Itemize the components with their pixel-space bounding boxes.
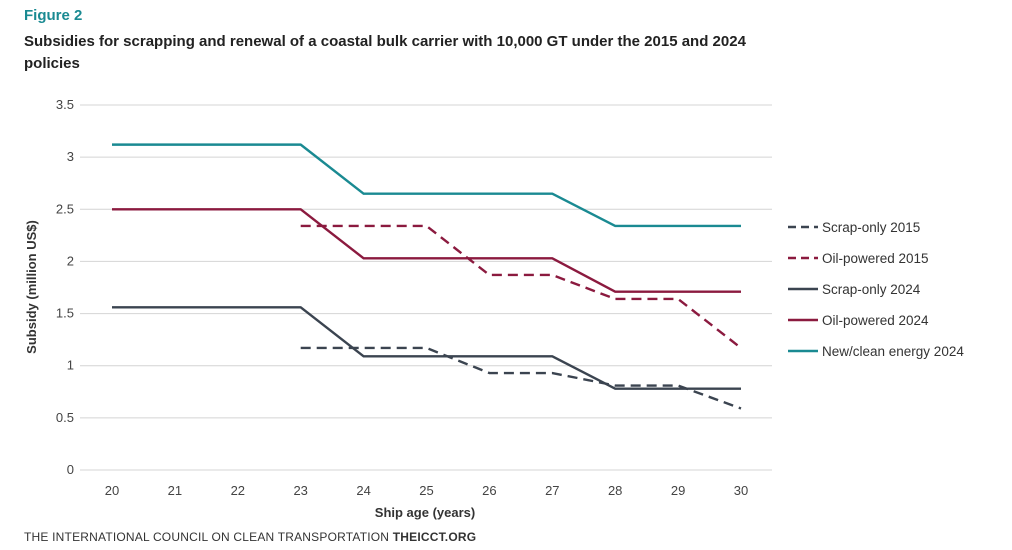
footer: THE INTERNATIONAL COUNCIL ON CLEAN TRANS… [24,530,476,544]
x-tick-label: 25 [419,483,433,498]
y-tick-label: 3.5 [56,97,74,112]
legend-entry: Oil-powered 2024 [822,313,929,328]
x-tick-label: 23 [293,483,307,498]
series-line-scrap-only-2015 [300,346,742,410]
y-tick-label: 0 [67,462,74,477]
footer-site: THEICCT.ORG [392,530,477,544]
x-axis-ticks: 20 21 22 23 24 25 26 27 28 29 30 [105,483,748,498]
y-tick-label: 2.5 [56,201,74,216]
y-axis-label: Subsidy (million US$) [24,220,39,354]
y-tick-label: 0.5 [56,410,74,425]
legend-entry: Scrap-only 2015 [822,220,920,235]
gridlines [80,104,772,471]
x-tick-label: 24 [356,483,370,498]
y-tick-label: 3 [67,149,74,164]
y-axis-ticks: 0 0.5 1 1.5 2 2.5 3 3.5 [56,97,74,477]
series-line-oil-powered-2015 [300,224,742,349]
series-line-scrap-only-2024 [112,306,741,390]
x-axis-label: Ship age (years) [375,505,475,520]
x-tick-label: 22 [231,483,245,498]
x-tick-label: 20 [105,483,119,498]
x-tick-label: 29 [671,483,685,498]
x-tick-label: 28 [608,483,622,498]
y-tick-label: 1.5 [56,306,74,321]
x-tick-label: 21 [168,483,182,498]
x-tick-label: 26 [482,483,496,498]
series-line-new-clean-energy-2024 [112,143,741,228]
series-line-oil-powered-2024 [112,208,741,293]
figure-label: Figure 2 [24,7,83,24]
legend-entry: New/clean energy 2024 [822,344,964,359]
x-tick-label: 30 [734,483,748,498]
legend-entry: Scrap-only 2024 [822,282,921,297]
legend-entry: Oil-powered 2015 [822,251,929,266]
x-tick-label: 27 [545,483,559,498]
footer-org: THE INTERNATIONAL COUNCIL ON CLEAN TRANS… [24,530,390,544]
series-lines [112,143,742,410]
chart-title: Subsidies for scrapping and renewal of a… [24,33,746,72]
legend: Scrap-only 2015 Oil-powered 2015 Scrap-onl… [788,220,964,359]
y-tick-label: 1 [67,358,74,373]
y-tick-label: 2 [67,253,74,268]
